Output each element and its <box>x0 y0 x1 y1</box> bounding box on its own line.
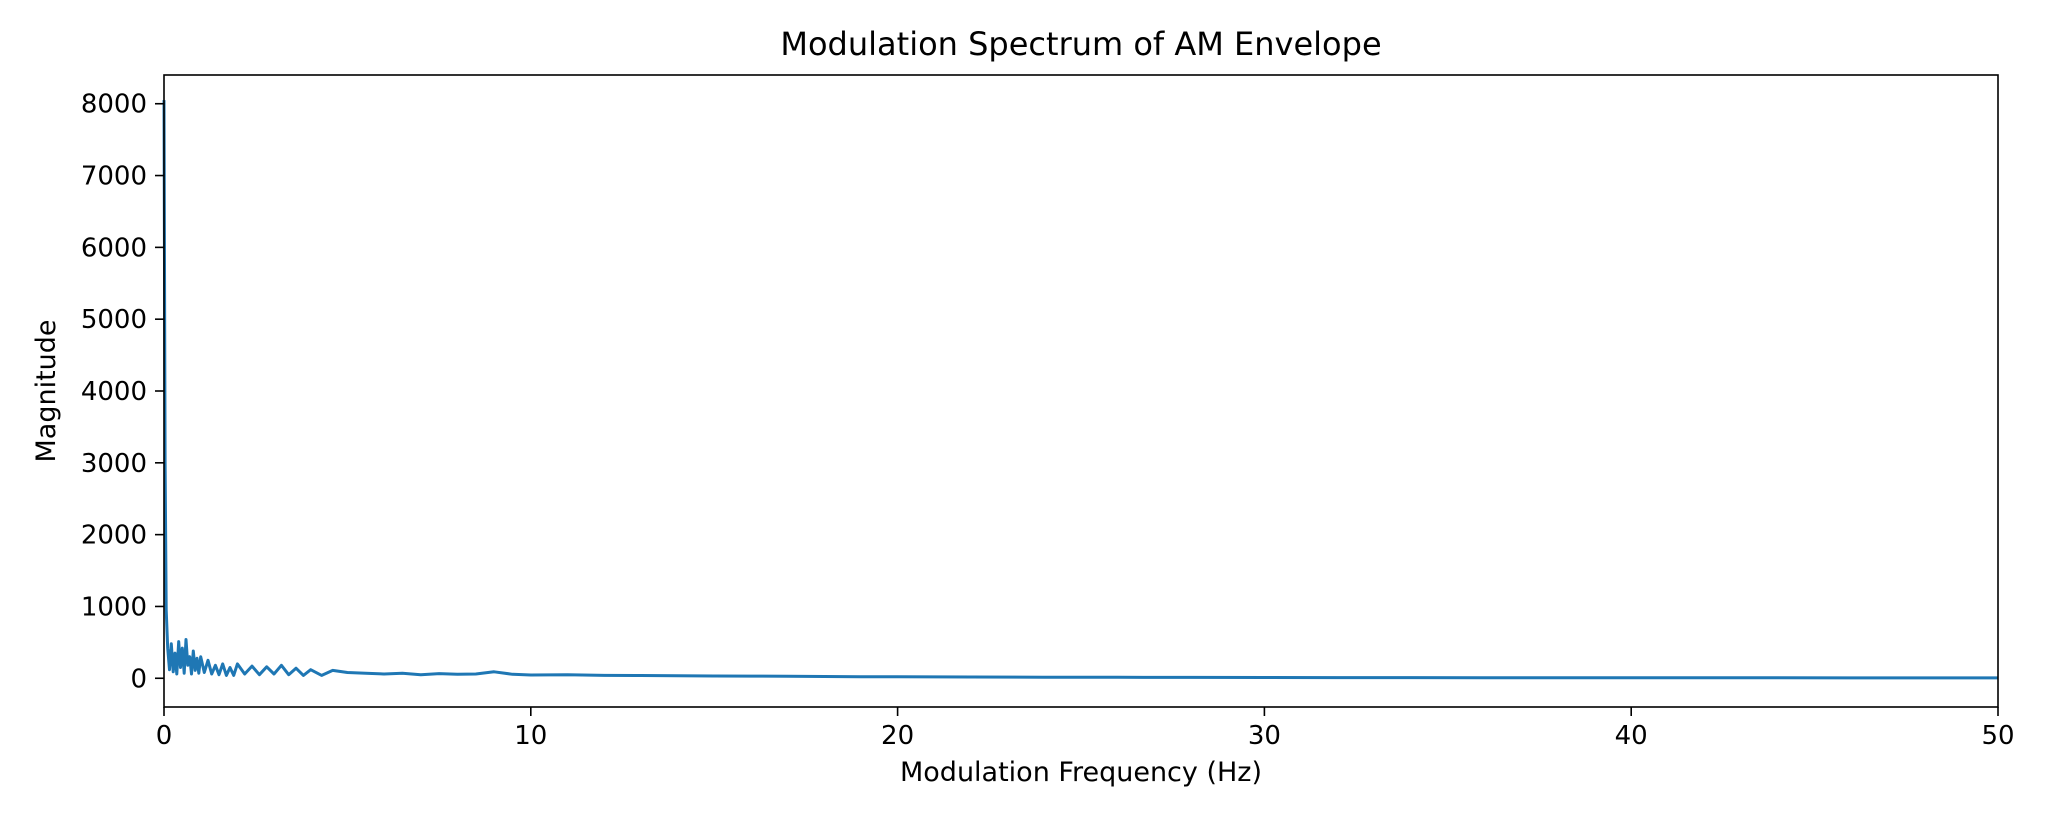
y-tick-label: 6000 <box>81 233 147 263</box>
series-line-0 <box>162 100 1998 680</box>
x-tick-label: 20 <box>881 721 914 751</box>
y-tick-label: 8000 <box>81 90 147 120</box>
y-axis-label: Magnitude <box>31 319 62 462</box>
y-tick-label: 4000 <box>81 377 147 407</box>
y-tick-label: 2000 <box>81 521 147 551</box>
x-tick-label: 50 <box>1981 721 2014 751</box>
y-tick-label: 1000 <box>81 592 147 622</box>
plot-frame <box>163 74 1999 708</box>
y-axis: 0 1000 2000 3000 4000 5000 6000 7000 8000 <box>81 90 164 694</box>
chart-title: Modulation Spectrum of AM Envelope <box>780 25 1381 63</box>
y-tick-label: 0 <box>130 664 147 694</box>
x-tick-label: 10 <box>514 721 547 751</box>
y-tick-label: 3000 <box>81 449 147 479</box>
plot-area <box>162 100 1998 680</box>
y-tick-label: 5000 <box>81 305 147 335</box>
x-axis-label: Modulation Frequency (Hz) <box>900 757 1262 788</box>
y-tick-label: 7000 <box>81 162 147 192</box>
x-tick-label: 30 <box>1248 721 1281 751</box>
x-axis: 0 10 20 30 40 50 <box>156 707 2015 751</box>
x-tick-label: 0 <box>156 721 173 751</box>
x-tick-label: 40 <box>1615 721 1648 751</box>
